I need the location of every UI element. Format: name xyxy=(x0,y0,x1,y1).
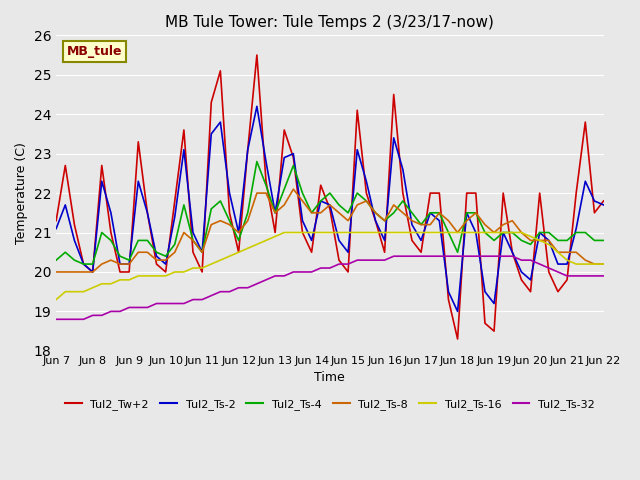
X-axis label: Time: Time xyxy=(314,371,345,384)
Text: MB_tule: MB_tule xyxy=(67,45,123,58)
Title: MB Tule Tower: Tule Temps 2 (3/23/17-now): MB Tule Tower: Tule Temps 2 (3/23/17-now… xyxy=(165,15,494,30)
Legend: Tul2_Tw+2, Tul2_Ts-2, Tul2_Ts-4, Tul2_Ts-8, Tul2_Ts-16, Tul2_Ts-32: Tul2_Tw+2, Tul2_Ts-2, Tul2_Ts-4, Tul2_Ts… xyxy=(60,395,599,415)
Y-axis label: Temperature (C): Temperature (C) xyxy=(15,142,28,244)
